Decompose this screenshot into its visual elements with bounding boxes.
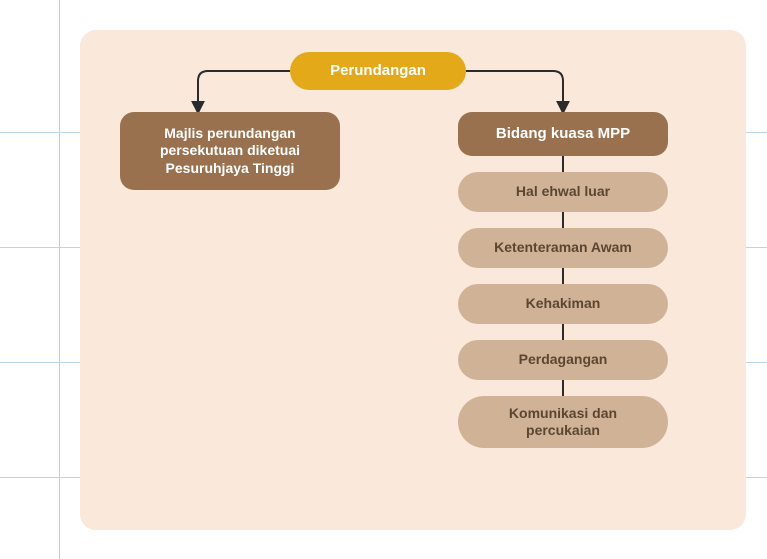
subitem-1-label: Hal ehwal luar [516,183,610,201]
root-node: Perundangan [290,52,466,90]
subitem-2-node: Ketenteraman Awam [458,228,668,268]
subitem-5-node: Komunikasi dan percukaian [458,396,668,448]
subitem-4-label: Perdagangan [519,351,608,369]
left-node: Majlis perundangan persekutuan diketuai … [120,112,340,190]
diagram-panel [80,30,746,530]
margin-line [59,0,60,559]
subitem-5-label: Komunikasi dan percukaian [509,405,617,440]
right-node: Bidang kuasa MPP [458,112,668,156]
left-label: Majlis perundangan persekutuan diketuai … [160,125,300,178]
subitem-4-node: Perdagangan [458,340,668,380]
subitem-1-node: Hal ehwal luar [458,172,668,212]
right-label: Bidang kuasa MPP [496,125,630,144]
subitem-3-node: Kehakiman [458,284,668,324]
subitem-2-label: Ketenteraman Awam [494,239,632,257]
subitem-3-label: Kehakiman [526,295,601,313]
root-label: Perundangan [330,62,426,81]
